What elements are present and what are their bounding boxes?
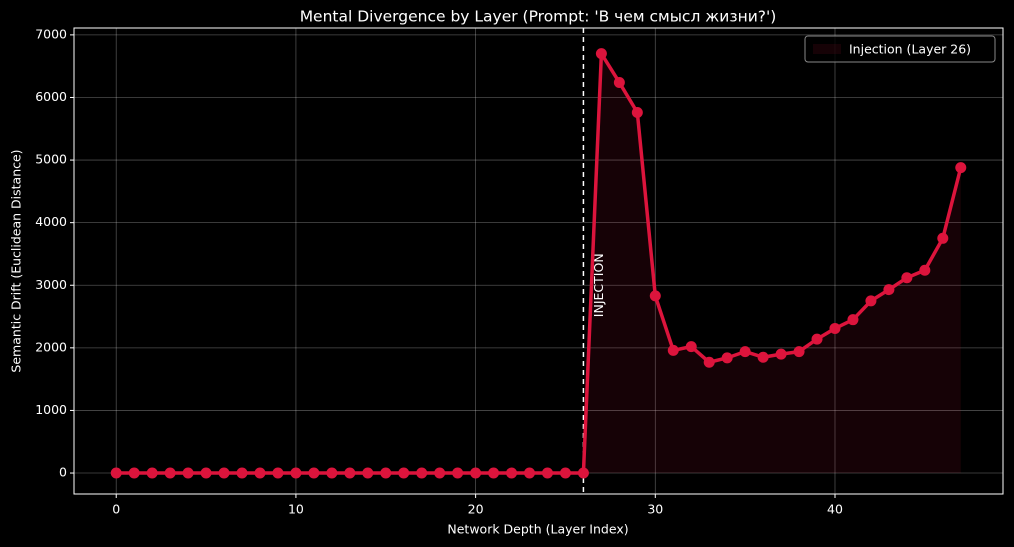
marker [452, 467, 464, 479]
legend-swatch [813, 44, 841, 54]
marker [524, 467, 536, 479]
marker [919, 264, 931, 276]
marker [506, 467, 518, 479]
marker [308, 467, 320, 479]
marker [631, 106, 643, 118]
marker [182, 467, 194, 479]
marker [901, 272, 913, 284]
marker [793, 346, 805, 358]
marker [164, 467, 176, 479]
y-tick-label: 7000 [35, 26, 67, 41]
y-tick-label: 4000 [35, 214, 67, 229]
marker [757, 351, 769, 363]
marker [344, 467, 356, 479]
x-tick-label: 30 [647, 502, 663, 517]
marker [434, 467, 446, 479]
marker [667, 344, 679, 356]
marker [685, 341, 697, 353]
x-tick-label: 0 [112, 502, 120, 517]
y-tick-label: 0 [59, 465, 67, 480]
marker [937, 232, 949, 244]
marker [847, 314, 859, 326]
marker [829, 322, 841, 334]
chart-title: Mental Divergence by Layer (Prompt: 'В ч… [300, 8, 777, 26]
marker [865, 295, 877, 307]
legend-label: Injection (Layer 26) [849, 42, 971, 57]
marker [703, 356, 715, 368]
y-tick-label: 6000 [35, 89, 67, 104]
marker [577, 467, 589, 479]
marker [470, 467, 482, 479]
y-tick-label: 2000 [35, 339, 67, 354]
marker [236, 467, 248, 479]
y-tick-label: 5000 [35, 152, 67, 167]
legend-box [804, 35, 996, 63]
marker [613, 76, 625, 88]
marker [128, 467, 140, 479]
y-axis-label: Semantic Drift (Euclidean Distance) [9, 149, 24, 372]
marker [883, 284, 895, 296]
x-axis-label: Network Depth (Layer Index) [447, 522, 628, 537]
marker [541, 467, 553, 479]
marker [326, 467, 338, 479]
marker [218, 467, 230, 479]
marker [272, 467, 284, 479]
marker [775, 348, 787, 360]
marker [488, 467, 500, 479]
y-tick-label: 3000 [35, 277, 67, 292]
marker [739, 346, 751, 358]
marker [595, 48, 607, 60]
marker [200, 467, 212, 479]
marker [811, 333, 823, 345]
x-tick-label: 10 [288, 502, 304, 517]
annotation: INJECTION [591, 253, 606, 317]
marker [416, 467, 428, 479]
marker [649, 290, 661, 302]
marker [362, 467, 374, 479]
x-tick-label: 20 [468, 502, 484, 517]
marker [110, 467, 122, 479]
y-tick-label: 1000 [35, 402, 67, 417]
marker [146, 467, 158, 479]
x-tick-label: 40 [827, 502, 843, 517]
area [583, 53, 961, 474]
marker [380, 467, 392, 479]
plot-frame [73, 27, 1004, 495]
marker [721, 352, 733, 364]
marker [955, 162, 967, 174]
marker [398, 467, 410, 479]
marker [290, 467, 302, 479]
marker [559, 467, 571, 479]
marker [254, 467, 266, 479]
